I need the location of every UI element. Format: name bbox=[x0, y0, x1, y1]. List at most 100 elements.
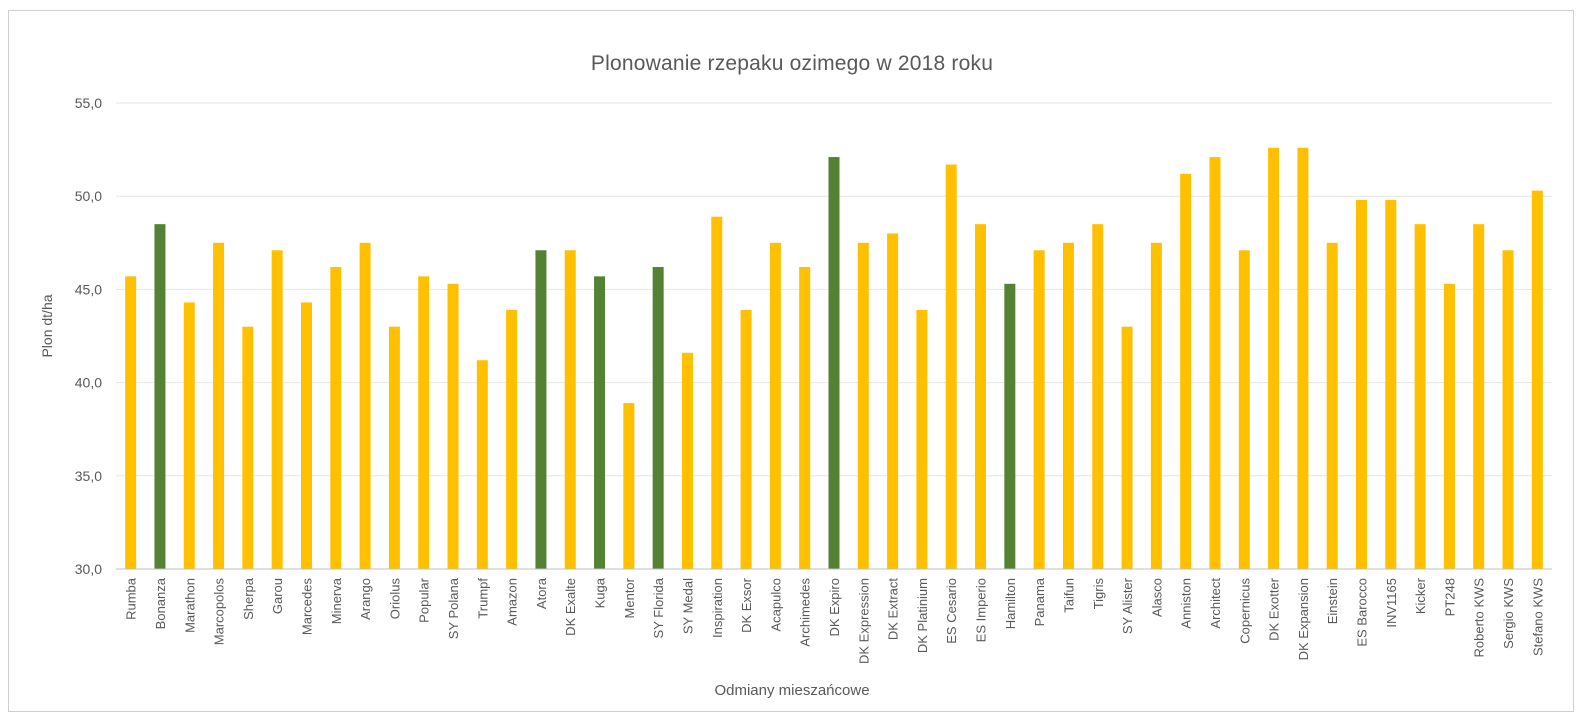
x-tick-label: DK Expiro bbox=[827, 578, 842, 637]
x-tick-label: Arango bbox=[358, 578, 373, 620]
bar bbox=[1326, 242, 1338, 570]
bar bbox=[623, 403, 635, 569]
x-tick-label: Stefano KWS bbox=[1530, 578, 1545, 656]
bar bbox=[242, 326, 254, 569]
bar bbox=[740, 309, 752, 569]
x-tick-label: Tigris bbox=[1091, 578, 1106, 610]
bar bbox=[213, 242, 225, 570]
x-tick-label: INV1165 bbox=[1384, 578, 1399, 628]
y-tick-label: 35,0 bbox=[75, 468, 102, 484]
x-tick-label: Hamilton bbox=[1003, 578, 1018, 629]
bar bbox=[388, 326, 400, 569]
x-tick-label: SY Alister bbox=[1120, 577, 1135, 634]
bar bbox=[125, 276, 137, 569]
bar bbox=[711, 216, 723, 569]
bar bbox=[1473, 224, 1485, 569]
x-tick-label: DK Exalte bbox=[563, 578, 578, 636]
x-tick-label: ES Imperio bbox=[974, 578, 989, 642]
x-tick-label: Marathon bbox=[182, 578, 197, 633]
x-tick-label: Anniston bbox=[1179, 578, 1194, 629]
x-tick-label: Archimedes bbox=[798, 578, 813, 647]
bar bbox=[1502, 250, 1514, 569]
x-tick-label: Mentor bbox=[622, 577, 637, 618]
x-tick-label: Popular bbox=[417, 577, 432, 622]
x-tick-label: Sherpa bbox=[241, 577, 256, 620]
x-tick-label: SY Medal bbox=[680, 578, 695, 634]
bar bbox=[799, 267, 811, 569]
bar bbox=[681, 352, 693, 569]
x-tick-label: Bonanza bbox=[153, 577, 168, 629]
bar bbox=[1092, 224, 1104, 569]
y-tick-label: 40,0 bbox=[75, 375, 102, 391]
x-tick-label: DK Exsor bbox=[739, 577, 754, 633]
x-tick-label: Rumba bbox=[124, 577, 139, 620]
x-tick-label: SY Polana bbox=[446, 577, 461, 639]
bar bbox=[594, 276, 606, 569]
x-tick-label: PT248 bbox=[1442, 578, 1457, 616]
bar bbox=[1209, 157, 1221, 569]
x-tick-label: Atora bbox=[534, 577, 549, 609]
x-tick-label: DK Expansion bbox=[1296, 578, 1311, 660]
bar bbox=[769, 242, 781, 570]
bar bbox=[330, 267, 342, 569]
bar bbox=[1356, 199, 1368, 569]
x-tick-label: ES Cesario bbox=[944, 578, 959, 644]
bar bbox=[1443, 283, 1455, 569]
bar bbox=[1385, 199, 1397, 569]
x-tick-label: Amazon bbox=[505, 578, 520, 626]
x-tick-label: Kicker bbox=[1413, 577, 1428, 614]
bar bbox=[1004, 283, 1016, 569]
x-tick-label: Marcopolos bbox=[212, 578, 227, 646]
bar bbox=[1238, 250, 1250, 569]
y-tick-label: 45,0 bbox=[75, 281, 102, 297]
x-tick-label: Sergio KWS bbox=[1501, 578, 1516, 649]
bar bbox=[916, 309, 928, 569]
bar bbox=[183, 302, 195, 569]
x-tick-label: Copernicus bbox=[1237, 578, 1252, 644]
x-tick-label: DK Exotter bbox=[1267, 577, 1282, 641]
x-tick-label: Alasco bbox=[1149, 578, 1164, 617]
bar bbox=[447, 283, 459, 569]
bar bbox=[1531, 190, 1543, 570]
x-tick-label: Taifun bbox=[1061, 578, 1076, 613]
bar bbox=[975, 224, 987, 569]
chart-title: Plonowanie rzepaku ozimego w 2018 roku bbox=[590, 52, 994, 75]
chart-frame bbox=[8, 10, 1574, 712]
y-tick-label: 50,0 bbox=[75, 188, 102, 204]
bar bbox=[1268, 147, 1280, 570]
x-tick-label: ES Barocco bbox=[1355, 578, 1370, 647]
bar bbox=[300, 302, 312, 569]
bar bbox=[1297, 147, 1309, 570]
bar bbox=[652, 267, 664, 569]
bar bbox=[945, 164, 957, 569]
bar bbox=[1180, 173, 1192, 569]
bar bbox=[271, 250, 283, 569]
x-tick-label: DK Expression bbox=[856, 578, 871, 664]
bar bbox=[535, 250, 547, 569]
x-tick-label: DK Extract bbox=[886, 578, 901, 641]
bar bbox=[564, 250, 576, 569]
y-tick-label: 55,0 bbox=[75, 95, 102, 111]
bar bbox=[1062, 242, 1074, 570]
bar bbox=[887, 233, 899, 570]
bar bbox=[1150, 242, 1162, 570]
y-tick-label: 30,0 bbox=[75, 561, 102, 577]
x-tick-label: Marcedes bbox=[299, 578, 314, 636]
bar bbox=[506, 309, 518, 569]
bar bbox=[418, 276, 430, 569]
x-tick-label: Trumpf bbox=[475, 578, 490, 619]
x-tick-label: DK Platinium bbox=[915, 578, 930, 653]
x-tick-label: Roberto KWS bbox=[1472, 578, 1487, 658]
bar bbox=[1033, 250, 1045, 569]
x-tick-label: Einstein bbox=[1325, 578, 1340, 624]
x-tick-label: Panama bbox=[1032, 577, 1047, 626]
bar bbox=[1121, 326, 1133, 569]
bar bbox=[828, 157, 840, 569]
x-tick-label: Acapulco bbox=[768, 578, 783, 631]
x-tick-label: Minerva bbox=[329, 577, 344, 624]
bar bbox=[476, 360, 488, 569]
x-tick-label: Garou bbox=[270, 578, 285, 614]
bar bbox=[359, 242, 371, 570]
x-tick-label: Oriolus bbox=[387, 578, 402, 620]
